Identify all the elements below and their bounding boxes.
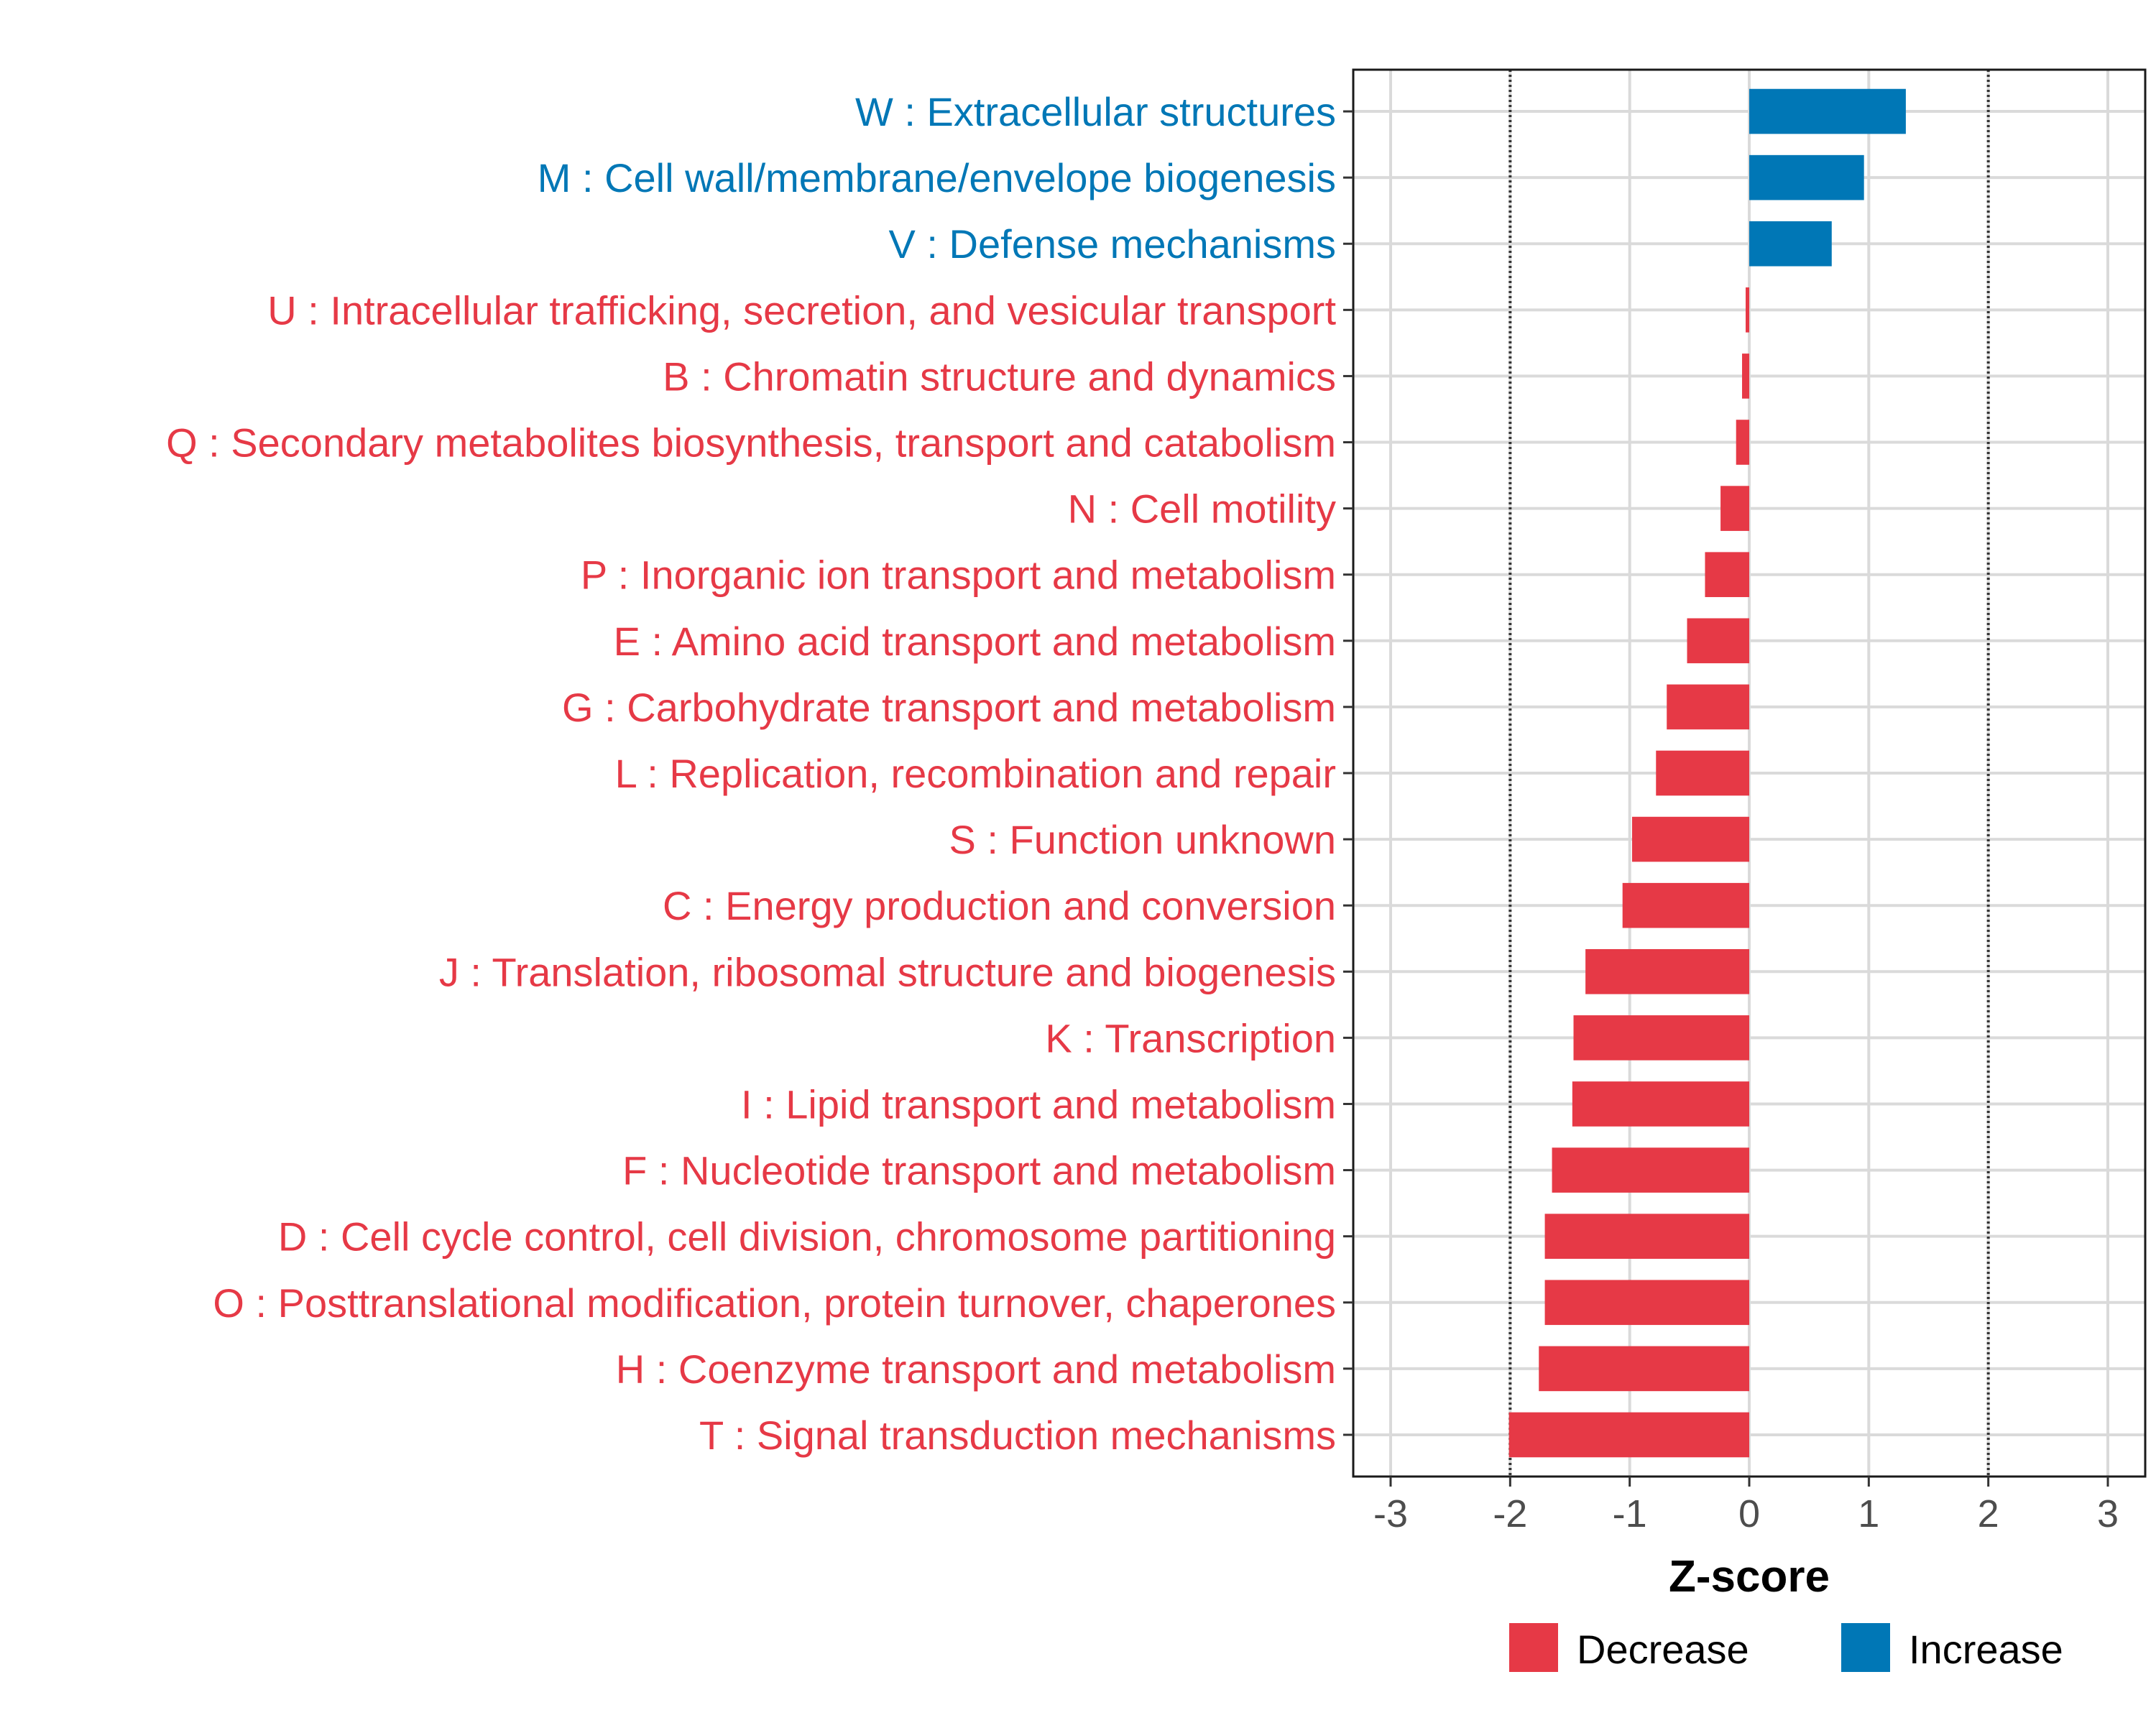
bar bbox=[1720, 486, 1749, 531]
y-tick-label: H : Coenzyme transport and metabolism bbox=[616, 1346, 1336, 1392]
bar bbox=[1746, 287, 1749, 333]
y-tick-label: L : Replication, recombination and repai… bbox=[615, 751, 1336, 796]
legend-label: Decrease bbox=[1577, 1627, 1749, 1672]
y-tick-label: N : Cell motility bbox=[1068, 486, 1336, 532]
bar bbox=[1508, 1412, 1749, 1458]
bar bbox=[1749, 88, 1906, 134]
y-tick-label: P : Inorganic ion transport and metaboli… bbox=[581, 553, 1336, 598]
y-tick-label: M : Cell wall/membrane/envelope biogenes… bbox=[538, 155, 1336, 200]
bar bbox=[1742, 354, 1749, 399]
x-tick-label: 3 bbox=[2097, 1492, 2119, 1535]
y-tick-label: I : Lipid transport and metabolism bbox=[741, 1081, 1336, 1127]
y-tick-label: T : Signal transduction mechanisms bbox=[699, 1413, 1336, 1458]
y-tick-label: V : Defense mechanisms bbox=[889, 221, 1336, 267]
legend-label: Increase bbox=[1909, 1627, 2063, 1672]
bar bbox=[1656, 750, 1749, 796]
y-tick-label: G : Carbohydrate transport and metabolis… bbox=[562, 685, 1336, 730]
bar bbox=[1667, 684, 1749, 730]
legend-key bbox=[1509, 1623, 1558, 1672]
x-axis-title: Z-score bbox=[1669, 1552, 1830, 1602]
bar bbox=[1687, 618, 1749, 664]
x-tick-label: 0 bbox=[1738, 1492, 1760, 1535]
bar bbox=[1572, 1081, 1749, 1127]
bar bbox=[1749, 221, 1832, 267]
legend-key bbox=[1841, 1623, 1890, 1672]
legend: Decrease Increase bbox=[1509, 1623, 2063, 1672]
y-tick-label: W : Extracellular structures bbox=[855, 89, 1336, 134]
x-axis: -3 -2 -1 0 1 2 3 bbox=[1373, 1477, 2119, 1535]
x-tick-label: 2 bbox=[1978, 1492, 1999, 1535]
y-tick-label: U : Intracellular trafficking, secretion… bbox=[267, 287, 1336, 333]
x-tick-label: -3 bbox=[1373, 1492, 1408, 1535]
reference-lines bbox=[1508, 70, 1990, 1477]
bar bbox=[1736, 420, 1749, 465]
bar bbox=[1585, 948, 1749, 994]
bar bbox=[1749, 154, 1864, 200]
bar bbox=[1622, 882, 1749, 928]
y-axis: W : Extracellular structures M : Cell wal… bbox=[166, 89, 1353, 1458]
bar bbox=[1544, 1214, 1749, 1259]
bar bbox=[1631, 816, 1749, 862]
y-tick-label: B : Chromatin structure and dynamics bbox=[663, 354, 1336, 399]
y-tick-label: O : Posttranslational modification, prot… bbox=[213, 1280, 1336, 1326]
y-tick-label: S : Function unknown bbox=[949, 817, 1336, 862]
bars bbox=[1508, 88, 1906, 1458]
bar bbox=[1573, 1015, 1749, 1061]
bar bbox=[1539, 1346, 1749, 1392]
y-tick-label: Q : Secondary metabolites biosynthesis, … bbox=[166, 420, 1336, 466]
bar bbox=[1705, 552, 1749, 598]
x-tick-label: -2 bbox=[1493, 1492, 1527, 1535]
y-tick-label: F : Nucleotide transport and metabolism bbox=[622, 1148, 1336, 1193]
y-tick-label: J : Translation, ribosomal structure and… bbox=[439, 949, 1336, 994]
y-tick-label: E : Amino acid transport and metabolism bbox=[614, 619, 1336, 664]
x-tick-label: 1 bbox=[1858, 1492, 1879, 1535]
bar bbox=[1544, 1280, 1749, 1326]
x-tick-label: -1 bbox=[1613, 1492, 1647, 1535]
y-tick-label: C : Energy production and conversion bbox=[663, 883, 1336, 928]
bar bbox=[1552, 1147, 1749, 1193]
y-tick-label: D : Cell cycle control, cell division, c… bbox=[278, 1214, 1336, 1260]
y-tick-label: K : Transcription bbox=[1045, 1015, 1336, 1061]
